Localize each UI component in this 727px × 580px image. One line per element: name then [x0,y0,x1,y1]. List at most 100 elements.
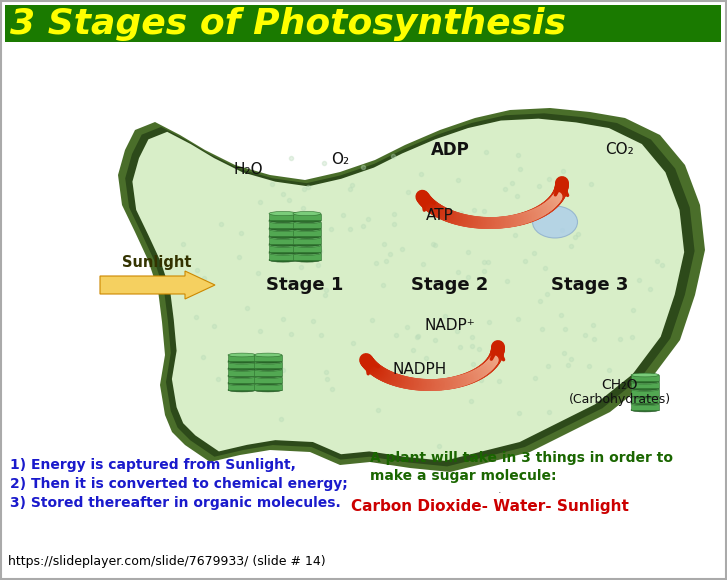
Ellipse shape [631,373,659,377]
Ellipse shape [228,374,256,378]
Ellipse shape [228,360,256,364]
Polygon shape [100,271,215,299]
Ellipse shape [254,382,282,386]
Ellipse shape [228,367,256,370]
Text: Sunlight: Sunlight [122,255,192,270]
Ellipse shape [293,251,321,255]
Ellipse shape [228,359,256,363]
Text: A plant will take in 3 things in order to: A plant will take in 3 things in order t… [370,451,673,465]
Bar [293,245,321,252]
Ellipse shape [228,381,256,385]
Text: ADP: ADP [430,141,470,159]
Ellipse shape [254,374,282,378]
Ellipse shape [293,227,321,231]
Ellipse shape [293,250,321,254]
Ellipse shape [269,219,297,223]
Text: .: . [498,485,502,495]
Ellipse shape [228,353,256,357]
Ellipse shape [631,386,659,390]
Text: make a sugar molecule:: make a sugar molecule: [370,469,556,483]
Text: CH₂O: CH₂O [602,378,638,392]
Bar [269,213,297,220]
Text: Stage 1: Stage 1 [266,276,344,294]
Ellipse shape [631,394,659,397]
Text: 3 Stages of Photosynthesis: 3 Stages of Photosynthesis [10,7,566,41]
Ellipse shape [254,367,282,370]
Bar [5,5,721,42]
Ellipse shape [532,206,577,238]
Bar [269,230,297,236]
Bar [631,397,659,403]
Bar [228,376,256,383]
Ellipse shape [293,258,321,262]
Text: NADP⁺: NADP⁺ [425,317,475,332]
Ellipse shape [293,219,321,223]
Bar [269,253,297,260]
Ellipse shape [254,360,282,364]
Ellipse shape [293,235,321,240]
Bar [254,355,282,361]
Ellipse shape [269,227,297,231]
Bar [254,384,282,390]
Ellipse shape [269,243,297,247]
Bar [254,376,282,383]
Text: Stage 3: Stage 3 [551,276,629,294]
Ellipse shape [269,251,297,255]
Ellipse shape [293,212,321,216]
Ellipse shape [269,242,297,246]
Bar [228,355,256,361]
Ellipse shape [631,379,659,383]
Bar [228,369,256,376]
Ellipse shape [269,226,297,230]
Bar [293,213,321,220]
Ellipse shape [631,408,659,412]
Bar [228,384,256,390]
Text: 3) Stored thereafter in organic molecules.: 3) Stored thereafter in organic molecule… [10,496,341,510]
Ellipse shape [254,381,282,385]
Ellipse shape [269,218,297,223]
Ellipse shape [254,388,282,392]
Bar [254,362,282,368]
Ellipse shape [269,212,297,216]
Ellipse shape [254,368,282,371]
Text: CO₂: CO₂ [606,143,635,158]
Ellipse shape [228,388,256,392]
Bar [228,362,256,368]
Ellipse shape [631,401,659,405]
Ellipse shape [631,395,659,398]
Text: ATP: ATP [426,208,454,223]
Ellipse shape [293,234,321,238]
Bar [293,230,321,236]
Ellipse shape [293,226,321,230]
Text: Carbon Dioxide- Water- Sunlight: Carbon Dioxide- Water- Sunlight [351,498,629,513]
Ellipse shape [228,382,256,386]
Ellipse shape [631,402,659,405]
Ellipse shape [228,368,256,371]
Text: 1) Energy is captured from Sunlight,: 1) Energy is captured from Sunlight, [10,458,296,472]
Polygon shape [125,113,694,466]
Polygon shape [118,108,705,472]
Ellipse shape [254,353,282,357]
Bar [631,389,659,396]
Bar [631,375,659,381]
Bar [269,237,297,244]
Ellipse shape [293,243,321,247]
Ellipse shape [254,375,282,379]
Bar [293,222,321,229]
Ellipse shape [269,258,297,262]
Polygon shape [132,119,684,461]
Text: O₂: O₂ [331,153,349,168]
Text: Stage 2: Stage 2 [411,276,489,294]
Text: (Carbohydrates): (Carbohydrates) [569,393,671,407]
Ellipse shape [228,375,256,379]
Ellipse shape [269,235,297,240]
Bar [269,245,297,252]
Bar [293,253,321,260]
Ellipse shape [269,234,297,238]
Text: NADPH: NADPH [393,362,447,378]
Bar [631,404,659,410]
Ellipse shape [631,387,659,392]
Ellipse shape [293,242,321,246]
Bar [631,382,659,389]
Bar [269,222,297,229]
